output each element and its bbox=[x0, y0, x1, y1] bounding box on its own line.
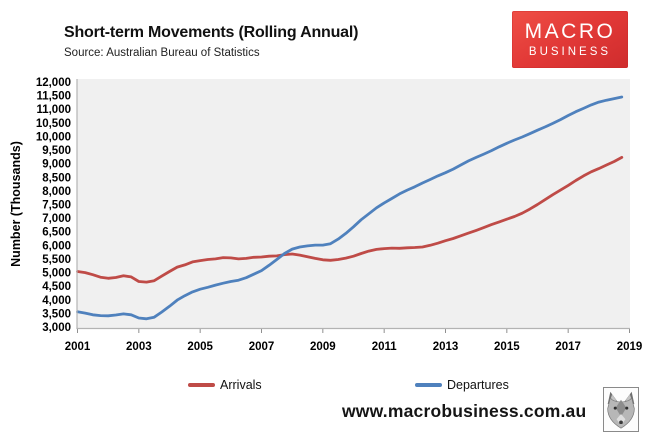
x-tick-label: 2011 bbox=[372, 341, 398, 353]
wolf-icon bbox=[607, 391, 635, 429]
departures-legend-swatch bbox=[415, 383, 442, 387]
y-tick-label: 7,500 bbox=[42, 200, 71, 212]
y-tick-label: 11,500 bbox=[36, 91, 71, 103]
logo-line-business: BUSINESS bbox=[528, 45, 612, 58]
y-tick-label: 4,000 bbox=[42, 295, 71, 307]
y-tick-label: 7,000 bbox=[42, 213, 71, 225]
x-tick-label: 2003 bbox=[126, 341, 152, 353]
x-tick-label: 2019 bbox=[617, 341, 643, 353]
departures-legend-label: Departures bbox=[447, 378, 509, 392]
x-tick-label: 2017 bbox=[555, 341, 581, 353]
x-tick-label: 2013 bbox=[433, 341, 459, 353]
y-tick-label: 6,000 bbox=[42, 240, 71, 252]
x-tick-label: 2007 bbox=[249, 341, 275, 353]
y-tick-label: 6,500 bbox=[42, 227, 71, 239]
y-tick-label: 9,000 bbox=[42, 159, 71, 171]
y-tick-label: 5,000 bbox=[42, 268, 71, 280]
page-title: Short-term Movements (Rolling Annual) bbox=[64, 24, 359, 41]
y-tick-label: 11,000 bbox=[36, 104, 71, 116]
y-tick-label: 4,500 bbox=[42, 281, 71, 293]
source-caption: Source: Australian Bureau of Statistics bbox=[64, 47, 260, 59]
arrivals-legend-swatch bbox=[188, 383, 215, 387]
plot-area bbox=[77, 79, 630, 329]
y-tick-label: 3,000 bbox=[42, 322, 71, 334]
x-tick-label: 2005 bbox=[187, 341, 213, 353]
y-tick-label: 5,500 bbox=[42, 254, 71, 266]
website-url: www.macrobusiness.com.au bbox=[342, 401, 587, 421]
arrivals-legend-label: Arrivals bbox=[220, 378, 262, 392]
macrobusiness-logo: MACRO BUSINESS bbox=[512, 11, 628, 68]
wolf-logo bbox=[603, 387, 639, 432]
y-tick-label: 3,500 bbox=[42, 308, 71, 320]
departures-line bbox=[76, 95, 624, 321]
legend-item-arrivals: Arrivals bbox=[188, 378, 262, 392]
logo-line-macro: MACRO bbox=[524, 19, 616, 43]
x-tick-label: 2001 bbox=[65, 341, 91, 353]
y-tick-label: 10,000 bbox=[36, 131, 71, 143]
x-tick-label: 2015 bbox=[494, 341, 520, 353]
y-tick-label: 9,500 bbox=[42, 145, 71, 157]
y-tick-label: 12,000 bbox=[36, 77, 71, 89]
x-tick-label: 2009 bbox=[310, 341, 336, 353]
y-tick-label: 10,500 bbox=[36, 118, 71, 130]
y-tick-label: 8,500 bbox=[42, 172, 71, 184]
arrivals-line bbox=[76, 155, 624, 284]
legend-item-departures: Departures bbox=[415, 378, 509, 392]
y-axis-title: Number (Thousands) bbox=[9, 141, 23, 267]
y-tick-label: 8,000 bbox=[42, 186, 71, 198]
